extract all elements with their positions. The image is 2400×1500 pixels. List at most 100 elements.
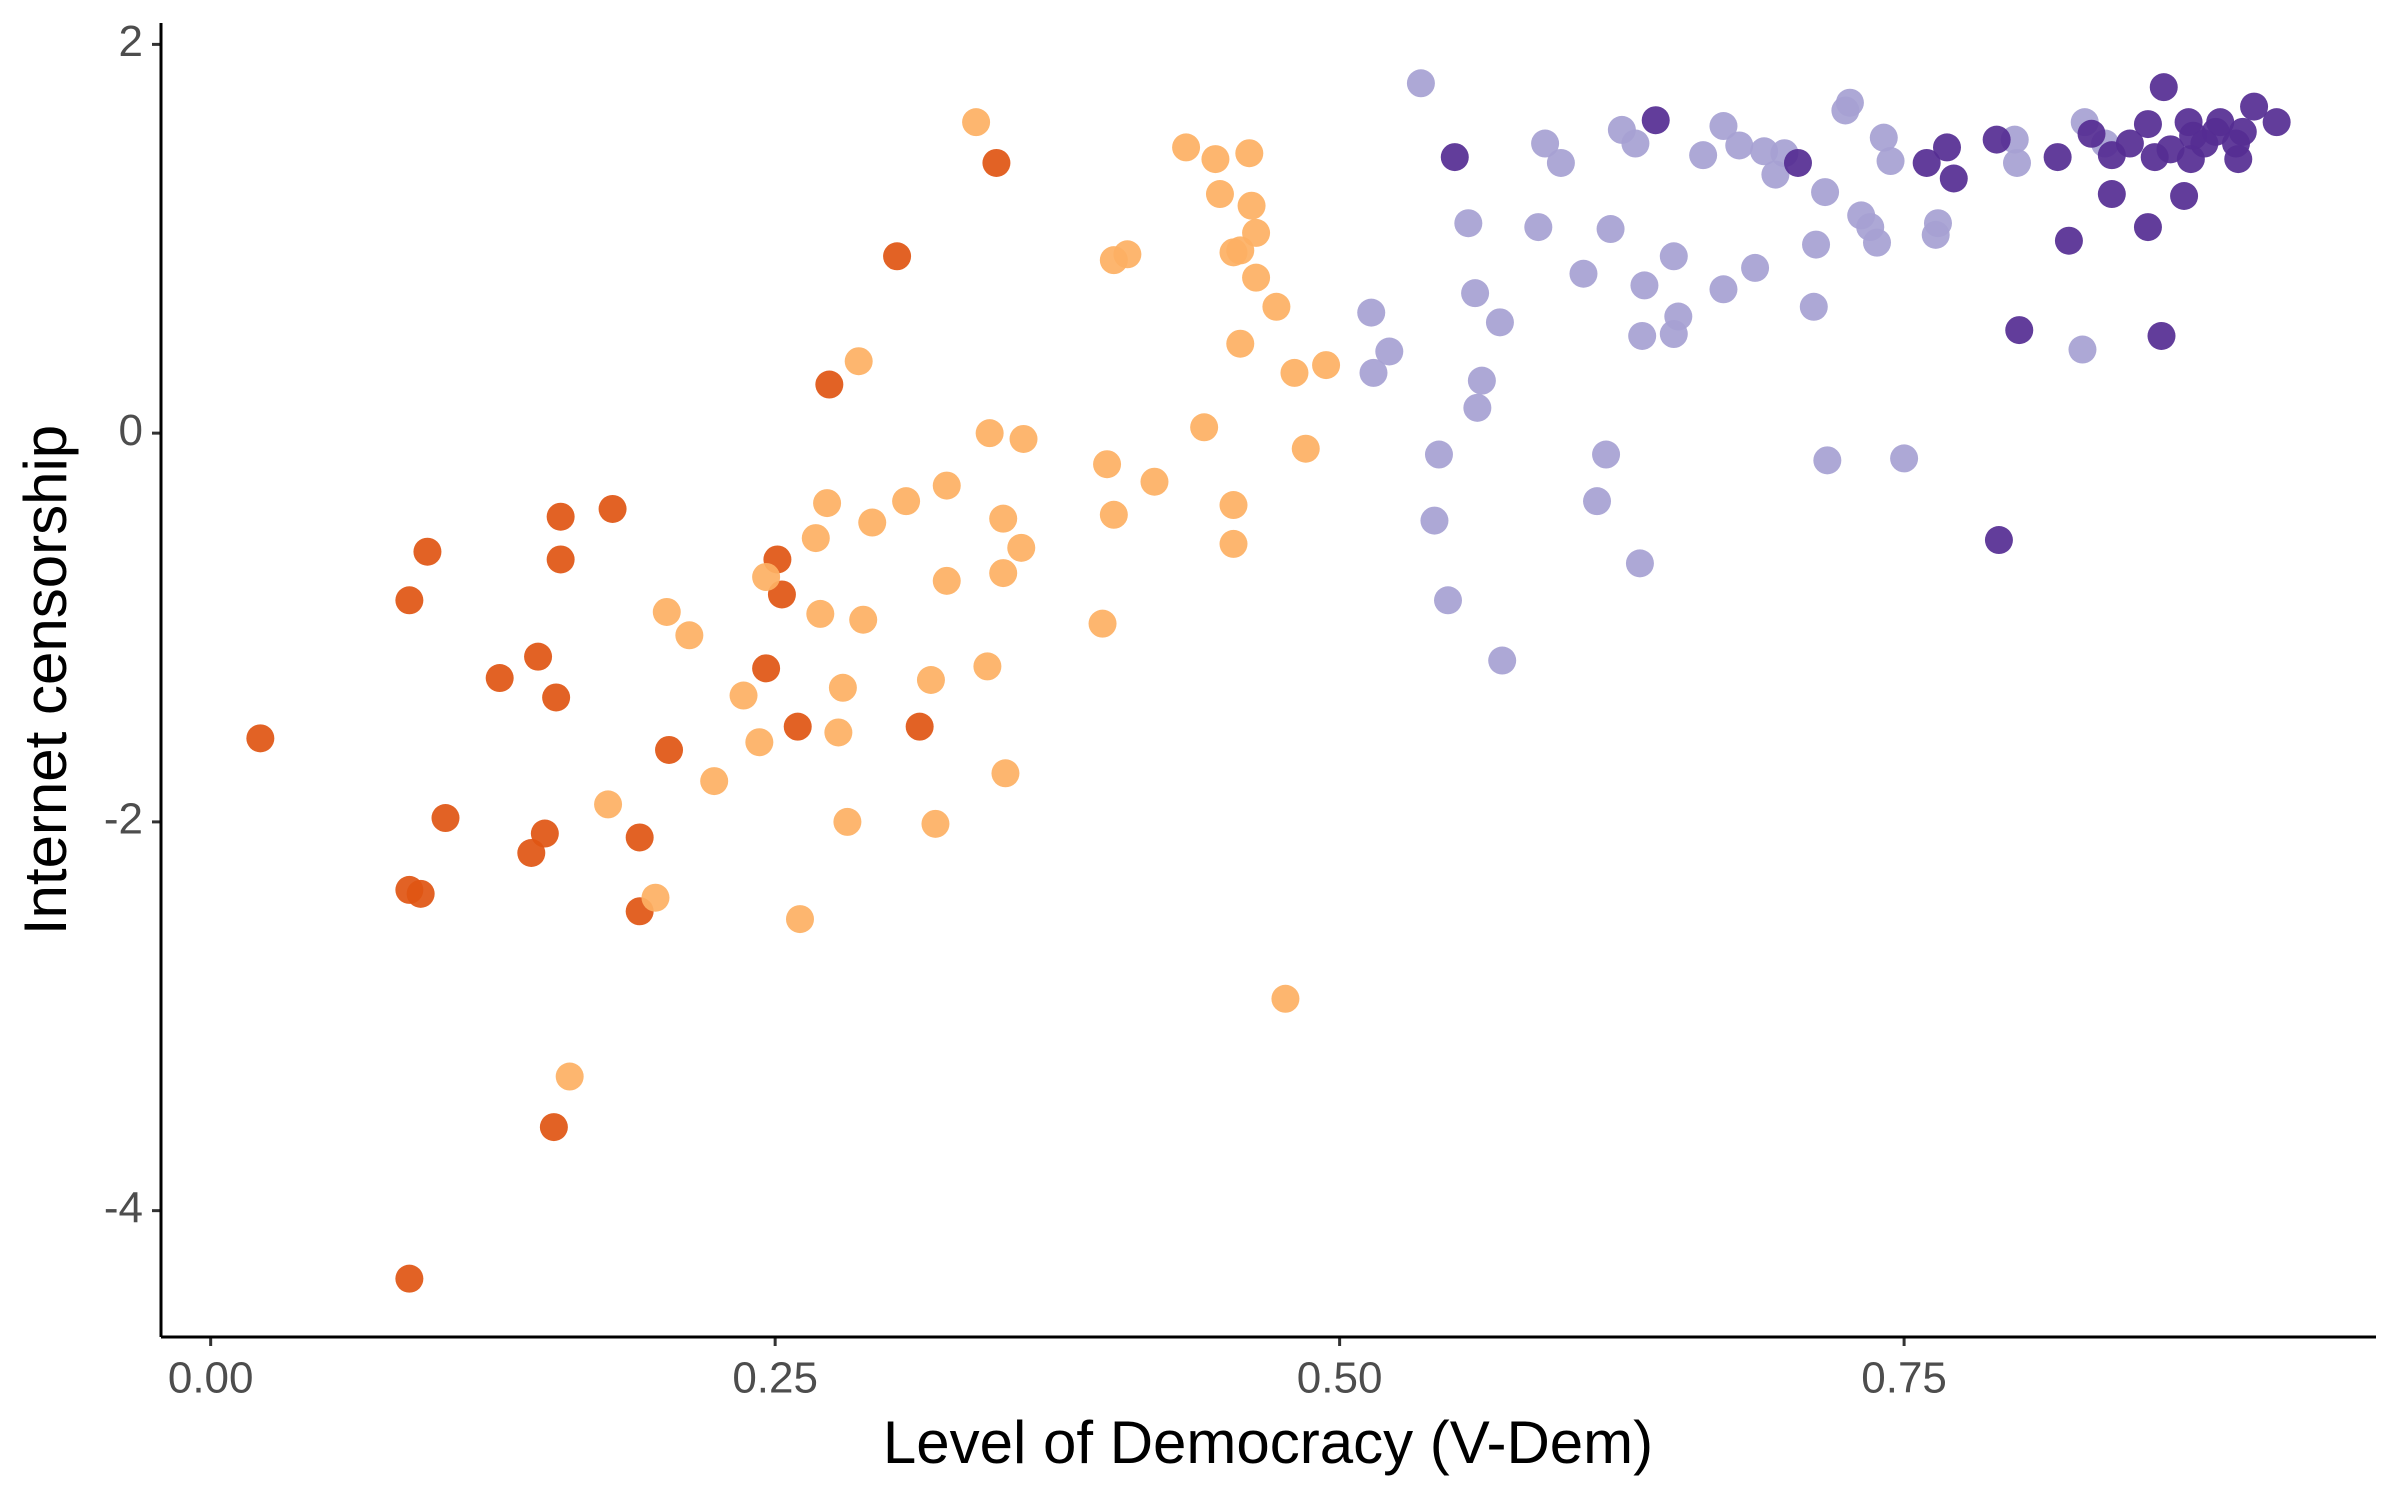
point — [1863, 228, 1892, 257]
point — [1596, 215, 1625, 244]
point — [542, 683, 571, 712]
point — [2054, 226, 2083, 255]
point — [1242, 263, 1271, 292]
x-tick-label: 0.25 — [732, 1354, 818, 1403]
point — [1741, 253, 1770, 282]
point — [1982, 125, 2011, 154]
point — [406, 879, 435, 908]
point — [395, 1264, 424, 1293]
point — [1226, 329, 1255, 358]
point — [1424, 440, 1453, 469]
point — [1569, 259, 1598, 288]
point — [991, 759, 1020, 788]
point — [1434, 586, 1463, 615]
point — [1802, 230, 1831, 259]
point — [1890, 444, 1919, 473]
point — [1630, 271, 1659, 300]
point — [1262, 292, 1291, 321]
point — [1659, 242, 1688, 271]
point — [530, 819, 559, 848]
point — [1783, 148, 1812, 177]
point — [932, 566, 961, 595]
point — [395, 586, 424, 615]
point — [1406, 69, 1435, 98]
point — [1709, 275, 1738, 304]
point — [2077, 119, 2106, 148]
point — [1088, 609, 1117, 638]
point — [598, 494, 627, 523]
point — [1312, 351, 1341, 380]
point — [2097, 180, 2126, 209]
point — [783, 712, 812, 741]
point — [892, 487, 921, 516]
point — [517, 838, 546, 867]
point — [1625, 549, 1654, 578]
y-axis-title: Internet censorship — [12, 425, 79, 935]
point — [2115, 129, 2144, 158]
x-tick-label: 0.00 — [168, 1354, 254, 1403]
point — [833, 807, 862, 836]
point — [1725, 131, 1754, 160]
point — [625, 823, 654, 852]
point — [1939, 164, 1968, 193]
point — [1219, 491, 1248, 520]
point — [849, 605, 878, 634]
point — [828, 673, 857, 702]
point — [982, 148, 1011, 177]
point — [1280, 358, 1309, 387]
point — [1488, 646, 1517, 675]
point — [2224, 145, 2253, 174]
point — [1454, 209, 1483, 238]
point — [655, 735, 684, 764]
point — [858, 508, 887, 537]
y-tick-label: -4 — [104, 1183, 143, 1232]
point — [1172, 133, 1201, 162]
point — [1628, 321, 1657, 350]
x-axis-title: Level of Democracy (V-Dem) — [883, 1409, 1653, 1476]
point — [962, 108, 991, 137]
point — [745, 728, 774, 757]
point — [883, 242, 912, 271]
point — [1546, 148, 1575, 177]
point — [916, 666, 945, 694]
point — [700, 767, 729, 796]
point — [2043, 143, 2072, 172]
point — [1835, 88, 1864, 117]
point — [824, 718, 853, 747]
point — [1237, 191, 1266, 220]
point — [1219, 529, 1248, 558]
point — [1876, 147, 1905, 176]
point — [1093, 450, 1122, 479]
y-tick-label: 2 — [119, 17, 143, 66]
point — [2147, 321, 2176, 350]
point — [975, 419, 1004, 448]
point — [1659, 320, 1688, 349]
point — [729, 681, 758, 710]
point — [1190, 413, 1219, 442]
point — [485, 664, 514, 693]
point — [1912, 148, 1941, 177]
point — [1761, 160, 1790, 189]
point — [844, 347, 873, 376]
point — [1007, 533, 1036, 562]
point — [1140, 467, 1169, 496]
point — [801, 524, 830, 553]
point — [641, 883, 670, 912]
point — [594, 790, 623, 819]
point — [555, 1062, 584, 1091]
point — [2005, 316, 2034, 345]
point — [413, 537, 442, 566]
point — [2133, 110, 2162, 139]
point — [1226, 236, 1255, 265]
point — [1375, 337, 1404, 366]
point — [1463, 393, 1492, 422]
point — [1921, 220, 1950, 249]
point — [539, 1113, 568, 1142]
point — [2170, 181, 2199, 210]
point — [813, 489, 842, 518]
point — [1099, 246, 1128, 275]
point — [1641, 106, 1670, 135]
point — [2179, 121, 2208, 150]
x-tick-label: 0.50 — [1297, 1354, 1383, 1403]
point — [1811, 178, 1840, 207]
